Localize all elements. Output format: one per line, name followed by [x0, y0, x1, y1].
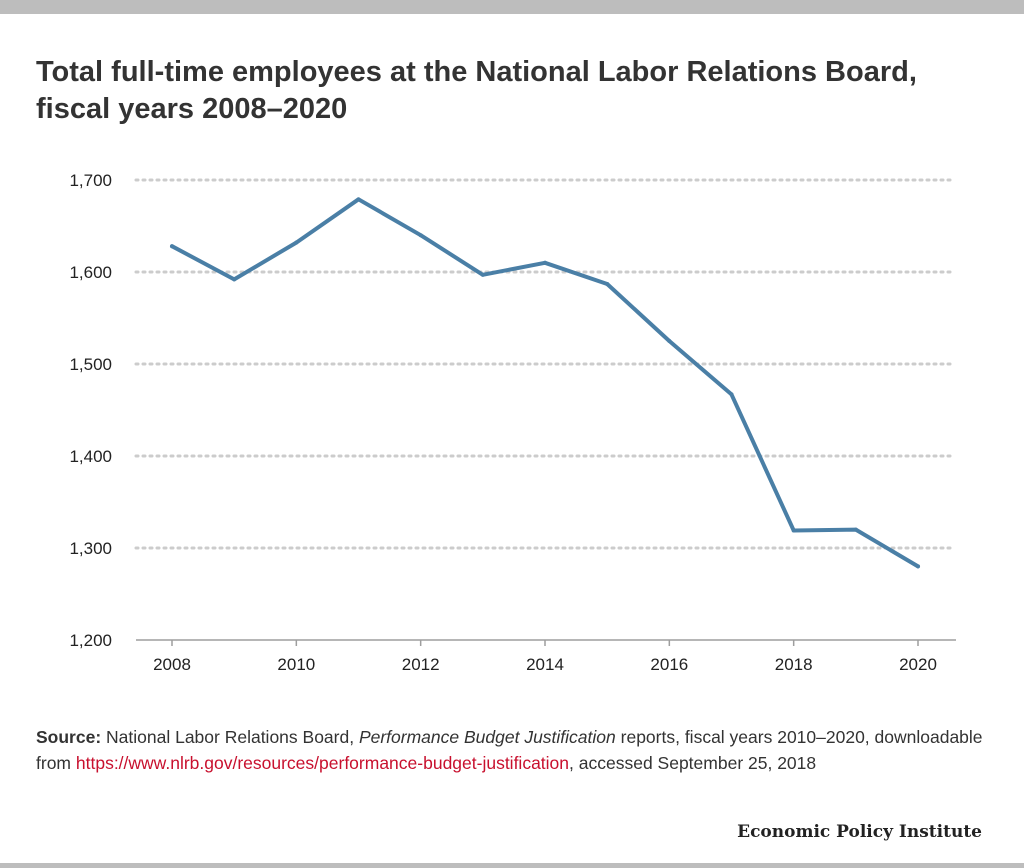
- data-point: [356, 197, 361, 202]
- y-tick-label: 1,500: [69, 355, 112, 374]
- data-point: [480, 272, 485, 277]
- x-tick-label: 2012: [402, 655, 440, 674]
- data-point: [543, 260, 547, 265]
- line-chart: 1,200 1,300 1,400 1,500 1,600 1,700 2008 2010 20…: [69, 171, 957, 674]
- y-tick-label: 1,200: [69, 631, 112, 650]
- y-tick-label: 1,700: [69, 171, 112, 190]
- data-point: [418, 233, 423, 238]
- source-label: Source:: [36, 727, 102, 747]
- x-tick-label: 2016: [650, 655, 688, 674]
- y-tick-label: 1,600: [69, 263, 112, 282]
- data-point: [170, 244, 174, 249]
- y-tick-label: 1,300: [69, 539, 112, 558]
- source-text-middle: reports, fiscal years 2010–2020, downloa…: [36, 727, 983, 773]
- source-note: Source: National Labor Relations Board, …: [36, 724, 986, 776]
- data-point: [667, 339, 672, 343]
- data-point: [232, 277, 237, 282]
- data-point: [853, 527, 858, 532]
- x-tick-label: 2014: [526, 655, 564, 674]
- data-point: [294, 240, 299, 245]
- x-tick-label: 2008: [153, 655, 191, 674]
- x-tick-label: 2020: [899, 655, 937, 674]
- x-tick-label: 2010: [277, 655, 315, 674]
- series-line: [170, 197, 920, 569]
- top-border: [0, 0, 1024, 14]
- source-report-title: Performance Budget Justification: [358, 727, 616, 747]
- source-link[interactable]: https://www.nlrb.gov/resources/performan…: [75, 753, 570, 773]
- bottom-border: [0, 863, 1024, 868]
- data-point: [791, 528, 796, 533]
- epi-logo-text: Economic Policy Institute: [737, 822, 982, 842]
- data-point: [916, 564, 920, 569]
- source-text-after: , accessed September 25, 2018: [569, 753, 817, 773]
- source-text-before: National Labor Relations Board,: [101, 727, 359, 747]
- x-tick-label: 2018: [775, 655, 813, 674]
- data-point: [729, 392, 734, 397]
- data-point: [605, 281, 610, 286]
- y-tick-label: 1,400: [69, 447, 112, 466]
- chart-title: Total full-time employees at the Nationa…: [36, 56, 917, 125]
